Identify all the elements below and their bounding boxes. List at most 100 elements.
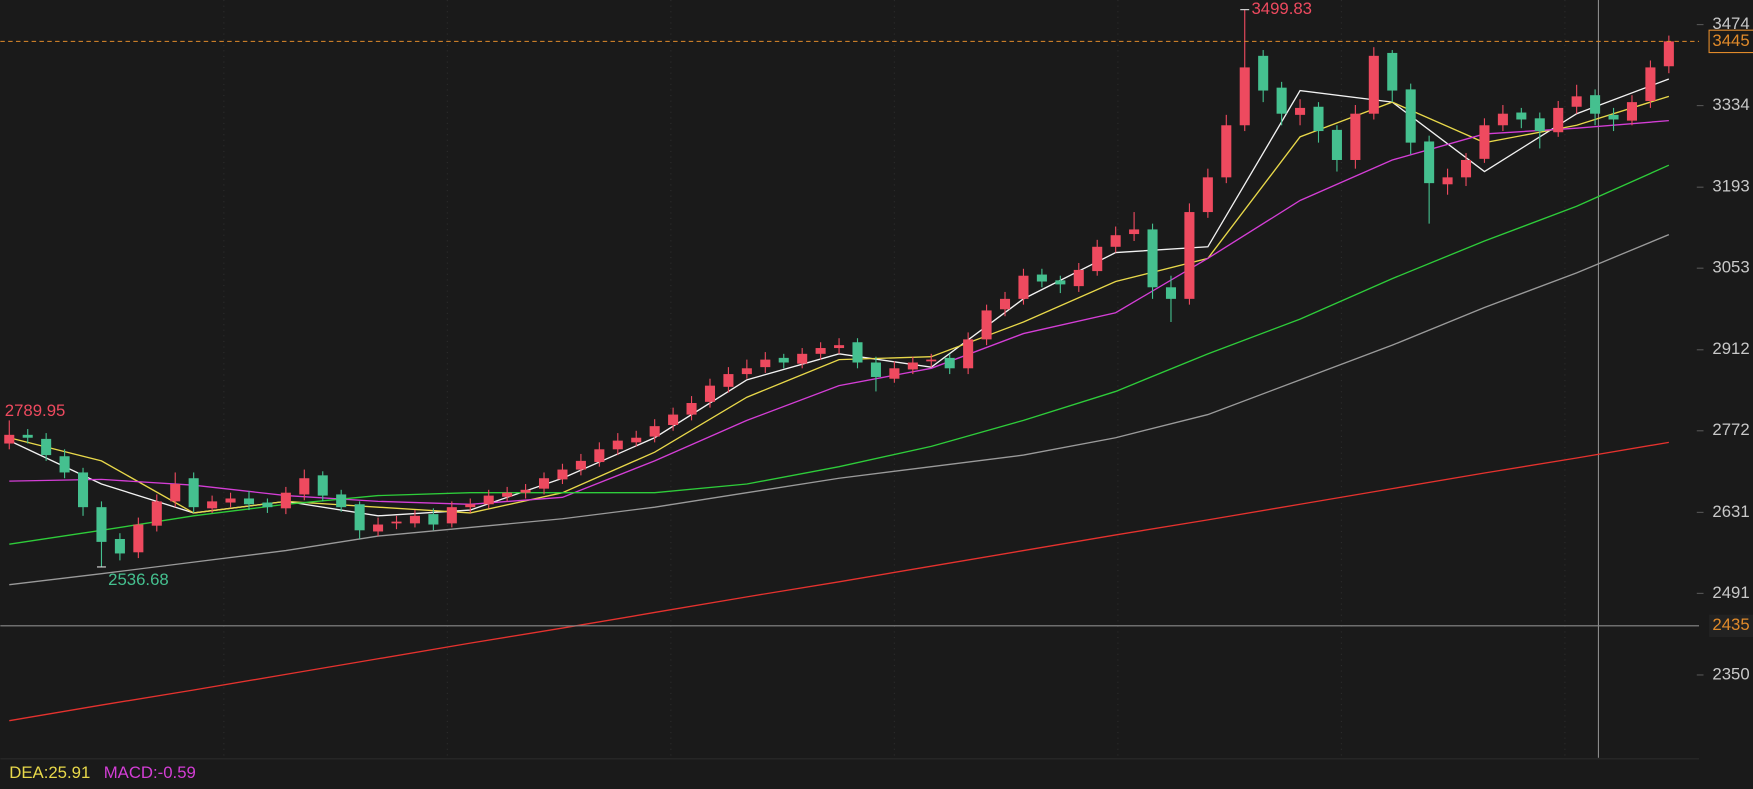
- candle-body: [1313, 106, 1324, 132]
- candle-body: [907, 362, 918, 370]
- candle-body: [538, 478, 550, 489]
- y-tick-label: 2491: [1712, 583, 1749, 602]
- candle-body: [741, 368, 752, 375]
- candle-body: [575, 460, 586, 470]
- candle-body: [1221, 125, 1232, 178]
- candle-body: [225, 498, 236, 503]
- candle-body: [243, 498, 255, 505]
- moving-average-line: [9, 234, 1670, 586]
- candle-body: [631, 437, 642, 443]
- candle-body: [483, 495, 494, 505]
- candle-body: [280, 492, 291, 509]
- candle-body: [1147, 229, 1158, 288]
- candle-body: [760, 359, 771, 368]
- candle-body: [1350, 113, 1361, 160]
- candle-body: [686, 403, 697, 415]
- candle-body: [1387, 52, 1398, 91]
- candle-body: [815, 348, 826, 354]
- candle-body: [1608, 114, 1619, 120]
- candle-body: [1571, 96, 1582, 107]
- candle-body: [1073, 269, 1084, 287]
- candle-body: [834, 345, 845, 349]
- candle-body: [78, 472, 89, 508]
- candle-body: [557, 469, 568, 480]
- candle-body: [649, 426, 660, 437]
- candle-body: [1497, 113, 1508, 126]
- candle-body: [1331, 129, 1342, 160]
- candle-body: [852, 342, 863, 363]
- candle-body: [317, 475, 328, 496]
- first-high-annotation: 2789.95: [5, 401, 66, 420]
- y-tick-label: 3053: [1712, 258, 1749, 277]
- candle-body: [373, 524, 384, 532]
- indicator-label: MACD:-0.59: [104, 763, 196, 782]
- candle-body: [1239, 67, 1250, 126]
- candle-body: [96, 507, 107, 542]
- candle-body: [1368, 55, 1379, 114]
- candle-body: [262, 502, 273, 508]
- candle-body: [1110, 235, 1121, 247]
- candle-body: [594, 449, 605, 463]
- candle-body: [1055, 280, 1066, 285]
- candle-body: [668, 414, 679, 425]
- y-tick-label: 2350: [1712, 664, 1749, 683]
- candle-body: [1018, 275, 1029, 299]
- y-tick-label: 3334: [1712, 95, 1749, 114]
- candle-body: [1645, 67, 1656, 101]
- candle-body: [207, 501, 218, 509]
- y-tick-label: 3474: [1712, 14, 1749, 33]
- candle-body: [1553, 107, 1564, 133]
- candle-body: [1516, 112, 1527, 120]
- high-annotation: 3499.83: [1251, 0, 1312, 18]
- candle-body: [299, 478, 310, 495]
- candle-body: [41, 438, 52, 456]
- y-tick-label: 2772: [1712, 420, 1749, 439]
- candle-body: [1626, 102, 1638, 121]
- y-tick-label: 2631: [1712, 502, 1749, 521]
- candles: [4, 9, 1674, 567]
- candle-body: [1590, 95, 1601, 114]
- crosshair-label: 2435: [1712, 615, 1749, 634]
- candle-body: [1295, 107, 1306, 115]
- candle-body: [1129, 229, 1140, 235]
- candle-body: [797, 353, 808, 364]
- candle-body: [170, 484, 181, 502]
- vertical-grid: [223, 0, 1566, 758]
- candle-body: [1424, 141, 1435, 184]
- low-annotation: 2536.68: [108, 570, 169, 589]
- candle-body: [612, 440, 623, 450]
- candle-body: [1092, 246, 1103, 272]
- candle-body: [114, 538, 125, 554]
- candle-body: [446, 507, 457, 524]
- candle-body: [428, 514, 439, 525]
- candle-body: [520, 489, 531, 493]
- candle-body: [391, 521, 402, 524]
- candle-body: [1479, 125, 1490, 159]
- candle-body: [999, 298, 1011, 310]
- candle-body: [1442, 177, 1453, 185]
- candle-body: [944, 357, 955, 369]
- candle-body: [981, 310, 992, 340]
- candle-body: [1460, 159, 1472, 178]
- candle-body: [133, 524, 144, 553]
- candle-body: [354, 504, 365, 531]
- candle-body: [336, 494, 347, 508]
- candle-body: [4, 434, 15, 444]
- candle-body: [723, 374, 734, 387]
- candle-body: [1258, 55, 1269, 91]
- current-price-box: [1708, 29, 1753, 54]
- candle-body: [1036, 274, 1047, 282]
- y-tick-label: 2912: [1712, 339, 1749, 358]
- candle-body: [926, 359, 937, 362]
- candle-body: [409, 515, 420, 524]
- candle-body: [22, 434, 33, 438]
- candle-body: [1663, 41, 1674, 67]
- candle-body: [963, 339, 974, 369]
- candle-body: [1405, 89, 1416, 143]
- candle-body: [465, 504, 476, 508]
- y-tick-label: 3193: [1712, 177, 1749, 196]
- candle-body: [889, 368, 900, 379]
